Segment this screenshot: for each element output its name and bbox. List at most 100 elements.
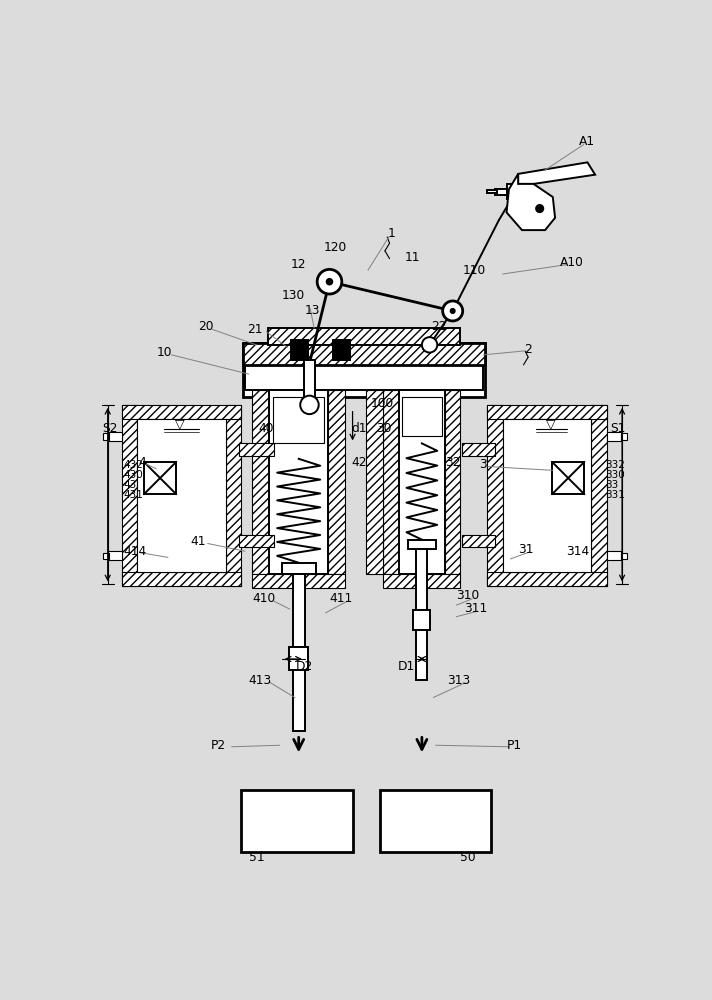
Polygon shape: [518, 162, 595, 184]
Bar: [607, 551, 621, 560]
Text: 11: 11: [405, 251, 420, 264]
Text: 40: 40: [258, 422, 274, 434]
Text: 12: 12: [291, 258, 306, 271]
Bar: [383, 574, 461, 588]
Text: 21: 21: [247, 323, 263, 336]
Bar: [122, 405, 137, 586]
Text: 2: 2: [524, 343, 532, 356]
Text: ▽: ▽: [546, 418, 556, 431]
Text: ▽: ▽: [174, 418, 184, 431]
Bar: [239, 443, 274, 456]
Bar: [108, 551, 122, 560]
Bar: [108, 432, 122, 441]
Bar: [244, 343, 485, 365]
Text: 1: 1: [387, 227, 395, 240]
Text: P1: P1: [507, 739, 522, 752]
Circle shape: [317, 269, 342, 294]
Polygon shape: [506, 174, 555, 230]
Circle shape: [451, 309, 455, 313]
Bar: [552, 462, 585, 494]
Text: 332: 332: [605, 460, 625, 470]
Text: 130: 130: [282, 289, 305, 302]
Bar: [144, 462, 177, 494]
Text: 310: 310: [456, 589, 480, 602]
Bar: [245, 343, 483, 365]
Text: D1: D1: [398, 660, 415, 673]
Bar: [462, 443, 495, 456]
Text: 50: 50: [460, 851, 476, 864]
Bar: [333, 340, 350, 360]
Text: 51: 51: [248, 851, 264, 864]
Text: 431: 431: [123, 490, 143, 500]
Bar: [367, 389, 383, 574]
Bar: [103, 553, 109, 559]
Bar: [379, 790, 491, 851]
Bar: [621, 553, 627, 559]
Bar: [506, 184, 528, 199]
Bar: [245, 365, 483, 389]
Text: 13: 13: [305, 304, 320, 317]
Bar: [282, 563, 315, 574]
Text: 33: 33: [605, 480, 619, 490]
Text: 43: 43: [123, 480, 137, 490]
Bar: [268, 328, 461, 345]
Bar: [244, 343, 485, 397]
Bar: [487, 572, 607, 586]
Text: 4: 4: [139, 456, 146, 469]
Circle shape: [300, 396, 319, 414]
Text: 430: 430: [123, 470, 143, 480]
Bar: [417, 630, 427, 680]
Text: 314: 314: [566, 545, 589, 558]
Text: D2: D2: [296, 660, 313, 673]
Bar: [402, 397, 442, 436]
Bar: [408, 540, 436, 549]
Text: 32: 32: [445, 456, 461, 469]
Text: 41: 41: [191, 535, 206, 548]
Bar: [253, 389, 269, 574]
Text: 311: 311: [464, 602, 488, 615]
Text: 331: 331: [605, 490, 625, 500]
Text: A10: A10: [560, 256, 584, 269]
Bar: [495, 189, 508, 195]
Bar: [487, 405, 607, 419]
Bar: [414, 610, 430, 630]
Text: d1: d1: [351, 422, 367, 434]
Circle shape: [422, 337, 437, 353]
Text: P2: P2: [210, 739, 226, 752]
Circle shape: [536, 205, 543, 212]
Text: 10: 10: [156, 346, 172, 359]
Bar: [273, 397, 324, 443]
Text: 20: 20: [199, 320, 214, 333]
Bar: [487, 190, 496, 193]
Bar: [239, 535, 274, 547]
Bar: [328, 389, 345, 574]
Bar: [290, 647, 308, 670]
Bar: [445, 389, 461, 574]
Bar: [462, 535, 495, 547]
Bar: [122, 405, 241, 419]
Bar: [293, 574, 305, 647]
Text: 411: 411: [330, 592, 352, 605]
Bar: [293, 670, 305, 731]
Text: 413: 413: [248, 674, 272, 687]
Text: 3: 3: [480, 458, 487, 471]
Text: 110: 110: [463, 264, 486, 277]
Text: S1: S1: [611, 422, 626, 434]
Bar: [103, 433, 109, 440]
Text: 22: 22: [431, 320, 446, 333]
Text: A1: A1: [580, 135, 595, 148]
Text: 42: 42: [351, 456, 367, 469]
Bar: [226, 405, 241, 586]
Text: 410: 410: [253, 592, 276, 605]
Bar: [269, 389, 328, 574]
Bar: [241, 790, 352, 851]
Bar: [417, 549, 427, 610]
Bar: [503, 419, 591, 572]
Bar: [607, 432, 621, 441]
Text: 30: 30: [376, 422, 391, 434]
Bar: [137, 419, 226, 572]
Text: 313: 313: [447, 674, 471, 687]
Circle shape: [443, 301, 463, 321]
Bar: [591, 405, 607, 586]
Text: 432: 432: [123, 460, 143, 470]
